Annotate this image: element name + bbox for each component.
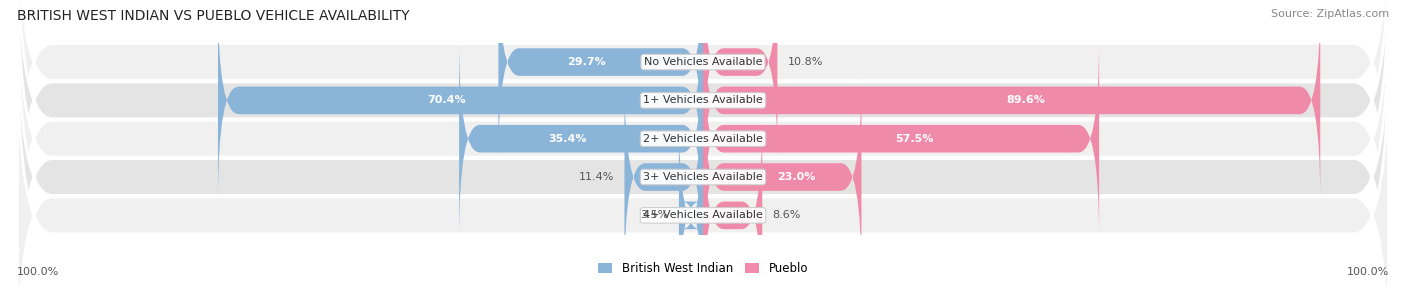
FancyBboxPatch shape (17, 4, 1389, 286)
FancyBboxPatch shape (17, 0, 1389, 235)
FancyBboxPatch shape (703, 114, 762, 286)
Text: 35.4%: 35.4% (548, 134, 586, 144)
Text: 8.6%: 8.6% (772, 210, 801, 220)
FancyBboxPatch shape (624, 76, 703, 278)
Text: 57.5%: 57.5% (896, 134, 934, 144)
FancyBboxPatch shape (703, 0, 778, 163)
FancyBboxPatch shape (460, 37, 703, 240)
Text: 29.7%: 29.7% (568, 57, 606, 67)
Text: 3+ Vehicles Available: 3+ Vehicles Available (643, 172, 763, 182)
FancyBboxPatch shape (17, 42, 1389, 286)
Text: 11.4%: 11.4% (579, 172, 614, 182)
FancyBboxPatch shape (17, 0, 1389, 274)
Text: BRITISH WEST INDIAN VS PUEBLO VEHICLE AVAILABILITY: BRITISH WEST INDIAN VS PUEBLO VEHICLE AV… (17, 9, 409, 23)
FancyBboxPatch shape (703, 0, 1320, 202)
Text: 4+ Vehicles Available: 4+ Vehicles Available (643, 210, 763, 220)
Text: 3.5%: 3.5% (640, 210, 669, 220)
Text: No Vehicles Available: No Vehicles Available (644, 57, 762, 67)
FancyBboxPatch shape (703, 37, 1099, 240)
Text: 2+ Vehicles Available: 2+ Vehicles Available (643, 134, 763, 144)
Text: Source: ZipAtlas.com: Source: ZipAtlas.com (1271, 9, 1389, 19)
FancyBboxPatch shape (703, 76, 862, 278)
Text: 1+ Vehicles Available: 1+ Vehicles Available (643, 96, 763, 105)
FancyBboxPatch shape (218, 0, 703, 202)
FancyBboxPatch shape (17, 0, 1389, 286)
Text: 89.6%: 89.6% (1005, 96, 1045, 105)
Legend: British West Indian, Pueblo: British West Indian, Pueblo (593, 258, 813, 280)
FancyBboxPatch shape (679, 114, 703, 286)
Text: 23.0%: 23.0% (778, 172, 815, 182)
Text: 100.0%: 100.0% (17, 267, 59, 277)
Text: 70.4%: 70.4% (427, 96, 465, 105)
FancyBboxPatch shape (498, 0, 703, 163)
Text: 10.8%: 10.8% (787, 57, 823, 67)
Text: 100.0%: 100.0% (1347, 267, 1389, 277)
